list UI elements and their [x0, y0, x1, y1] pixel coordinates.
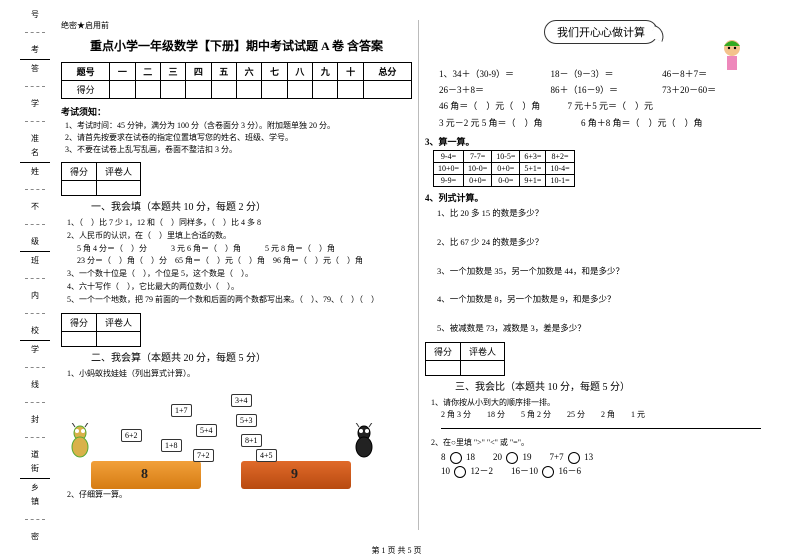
left-column: 绝密★启用前 重点小学一年级数学【下册】期中考试试题 A 卷 含答案 题号一二 … [55, 20, 419, 530]
compare-row: 8 18 20 19 7+7 13 [441, 450, 777, 464]
exam-title: 重点小学一年级数学【下册】期中考试试题 A 卷 含答案 [61, 37, 412, 54]
section1-title: 一、我会填（本题共 10 分，每题 2 分） [91, 198, 412, 213]
secret-label: 绝密★启用前 [61, 20, 412, 31]
ant-right-icon [351, 423, 377, 461]
section2-title: 二、我会算（本题共 20 分，每题 5 分） [91, 349, 412, 364]
binding-margin: 号 考 答 学 准 名 姓 不 级 班 内 校 学 线 封 道 街 乡 镇 密 [20, 10, 50, 542]
page-footer: 第 1 页 共 5 页 [0, 545, 793, 556]
side-label: 号 [30, 10, 41, 20]
score-table: 题号一二 三四五 六七八 九十总分 得分 [61, 62, 412, 99]
info-list: 1、考试时间：45 分钟，满分为 100 分（含卷面分 3 分）。附加题单独 2… [65, 120, 412, 156]
girl-icon [717, 38, 747, 76]
ant-left-icon [67, 423, 93, 461]
q2a: 2、人民币的认识，在（ ）里填上合适的数。 [67, 230, 412, 243]
right-column: 我们开心心做计算 1、34＋（30-9）＝18－（9－3）＝46－8＋7＝ 26… [419, 20, 783, 530]
grade-box: 得分评卷人 [61, 162, 141, 196]
speech-bubble: 我们开心心做计算 [544, 20, 658, 44]
info-heading: 考试须知： [61, 105, 412, 118]
section3-title: 三、我会比（本题共 10 分，每题 5 分） [455, 378, 777, 393]
q1: 1、（ ）比 7 少 1，12 和（ ）同样多，（ ）比 4 多 8 [67, 217, 412, 230]
mini-calc-table: 9-4=7-7=10-5=6+3=8+2= 10+0=10-0=0+0=5+1=… [433, 150, 575, 187]
ant-illustration: 8 9 1+7 6+2 1+8 5+4 7+2 3+4 5+3 8+1 4+5 [61, 384, 412, 489]
list-calc: 1、比 20 多 15 的数是多少？ 2、比 67 少 24 的数是多少？ 3、… [437, 206, 777, 336]
